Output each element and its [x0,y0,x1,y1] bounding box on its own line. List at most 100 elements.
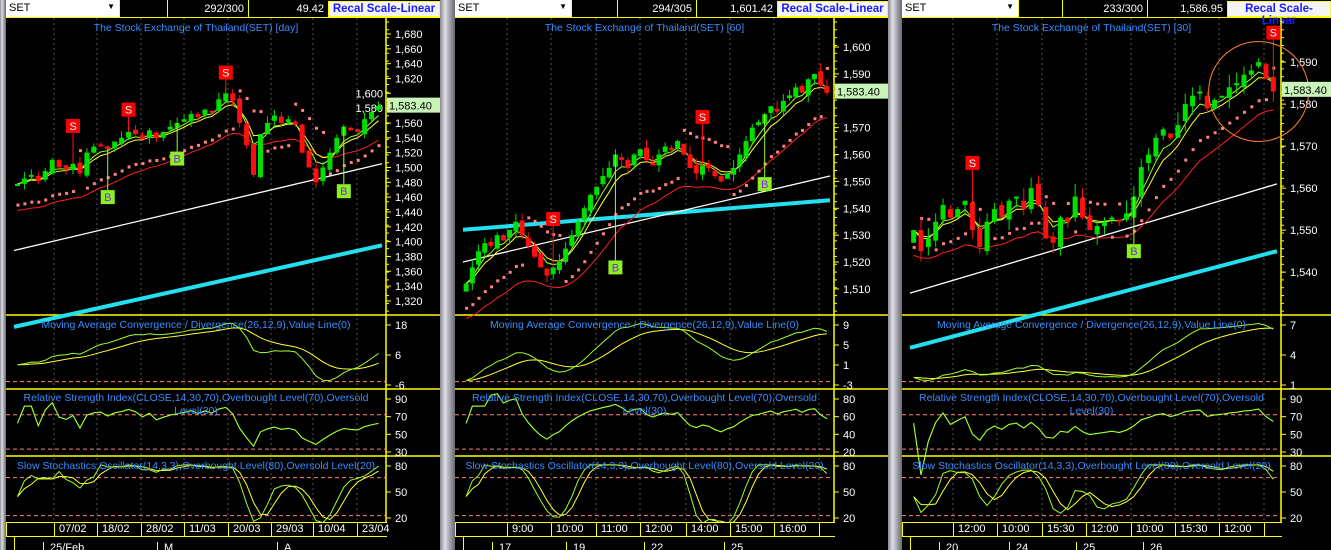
candlestick[interactable] [1241,66,1247,94]
candlestick[interactable] [507,229,513,245]
buy-signal-marker[interactable]: B [100,148,115,205]
candlestick[interactable] [656,149,662,173]
candlestick[interactable] [513,213,519,237]
candlestick[interactable] [1109,215,1115,224]
candlestick[interactable] [918,217,924,262]
candlestick[interactable] [146,128,152,144]
candlestick[interactable] [818,63,824,89]
candlestick[interactable] [1021,188,1027,216]
candlestick[interactable] [1248,64,1254,79]
candlestick[interactable] [768,106,774,120]
candlestick[interactable] [1256,57,1262,69]
candlestick[interactable] [793,83,799,99]
symbol-dropdown[interactable]: SET ▼ [902,0,1018,17]
candlestick[interactable] [556,253,562,275]
candlestick[interactable] [681,143,687,156]
candlestick[interactable] [712,167,718,179]
candlestick[interactable] [933,213,939,247]
candlestick[interactable] [1175,112,1181,138]
candlestick[interactable] [91,143,97,154]
candlestick[interactable] [355,129,361,138]
candlestick[interactable] [112,141,118,153]
candlestick[interactable] [991,202,997,224]
price-chart[interactable]: 1,6801,6601,6401,6201,6001,5801,5601,540… [6,0,440,522]
candlestick[interactable] [1182,93,1188,132]
candlestick[interactable] [257,134,263,179]
panel-splitter-1[interactable] [440,0,455,550]
candlestick[interactable] [525,232,531,249]
candlestick[interactable] [14,183,20,186]
sell-signal-marker[interactable]: S [546,212,561,268]
candlestick[interactable] [264,116,270,135]
sell-signal-marker[interactable]: S [965,155,980,231]
candlestick[interactable] [1219,95,1225,98]
candlestick[interactable] [327,148,333,174]
candlestick[interactable] [799,83,805,93]
candlestick[interactable] [28,169,34,181]
candlestick[interactable] [569,229,575,248]
candlestick[interactable] [202,108,208,119]
candlestick[interactable] [532,241,538,259]
candlestick[interactable] [1094,219,1100,245]
candlestick[interactable] [1153,133,1159,163]
candlestick[interactable] [519,213,525,240]
candlestick[interactable] [693,158,699,181]
candlestick[interactable] [313,161,319,188]
candlestick[interactable] [216,92,222,112]
candlestick[interactable] [292,119,298,127]
sell-signal-marker[interactable]: S [695,109,710,166]
candlestick[interactable] [153,131,159,143]
candlestick[interactable] [594,186,600,199]
panel-splitter-2[interactable] [888,0,902,550]
candlestick[interactable] [780,94,786,116]
candlestick[interactable] [167,120,173,132]
candlestick[interactable] [1043,200,1049,239]
candlestick[interactable] [544,267,550,283]
candlestick[interactable] [1204,91,1210,113]
candlestick[interactable] [49,157,55,175]
candlestick[interactable] [56,158,62,168]
candlestick[interactable] [662,142,668,158]
candlestick[interactable] [334,134,340,155]
candlestick[interactable] [482,237,488,257]
candlestick[interactable] [637,149,643,159]
candlestick[interactable] [1212,97,1218,111]
candlestick[interactable] [285,115,291,126]
candlestick[interactable] [1168,133,1174,140]
candlestick[interactable] [675,139,681,151]
candlestick[interactable] [181,114,187,122]
candlestick[interactable] [278,112,284,128]
candlestick[interactable] [63,165,69,175]
candlestick[interactable] [195,111,201,122]
candlestick[interactable] [494,232,500,250]
candlestick[interactable] [369,106,375,123]
symbol-dropdown[interactable]: SET ▼ [455,0,571,17]
candlestick[interactable] [718,174,724,183]
candlestick[interactable] [743,135,749,162]
candlestick[interactable] [1190,87,1196,115]
candlestick[interactable] [774,100,780,117]
candlestick[interactable] [940,198,946,224]
candlestick[interactable] [1035,175,1041,208]
candlestick[interactable] [271,110,277,127]
sell-signal-marker[interactable]: S [121,102,136,132]
candlestick[interactable] [299,123,305,154]
candlestick[interactable] [1079,188,1085,220]
candlestick[interactable] [600,167,606,187]
symbol-dropdown[interactable]: SET ▼ [6,0,119,17]
candlestick[interactable] [1102,217,1108,235]
candlestick[interactable] [650,155,656,166]
candlestick[interactable] [581,205,587,228]
chevron-down-icon[interactable]: ▼ [559,2,567,11]
candlestick[interactable] [631,153,637,170]
candlestick[interactable] [1138,158,1144,208]
candlestick[interactable] [668,145,674,154]
price-chart[interactable]: 1,590 1,580 1,570 1,560 1,550 1,540 The Stock … [902,0,1331,522]
candlestick[interactable] [488,237,494,249]
candlestick[interactable] [811,73,817,85]
candlestick[interactable] [320,161,326,186]
candlestick[interactable] [500,233,506,241]
candlestick[interactable] [35,171,41,185]
candlestick[interactable] [999,200,1005,218]
candlestick[interactable] [209,110,215,115]
